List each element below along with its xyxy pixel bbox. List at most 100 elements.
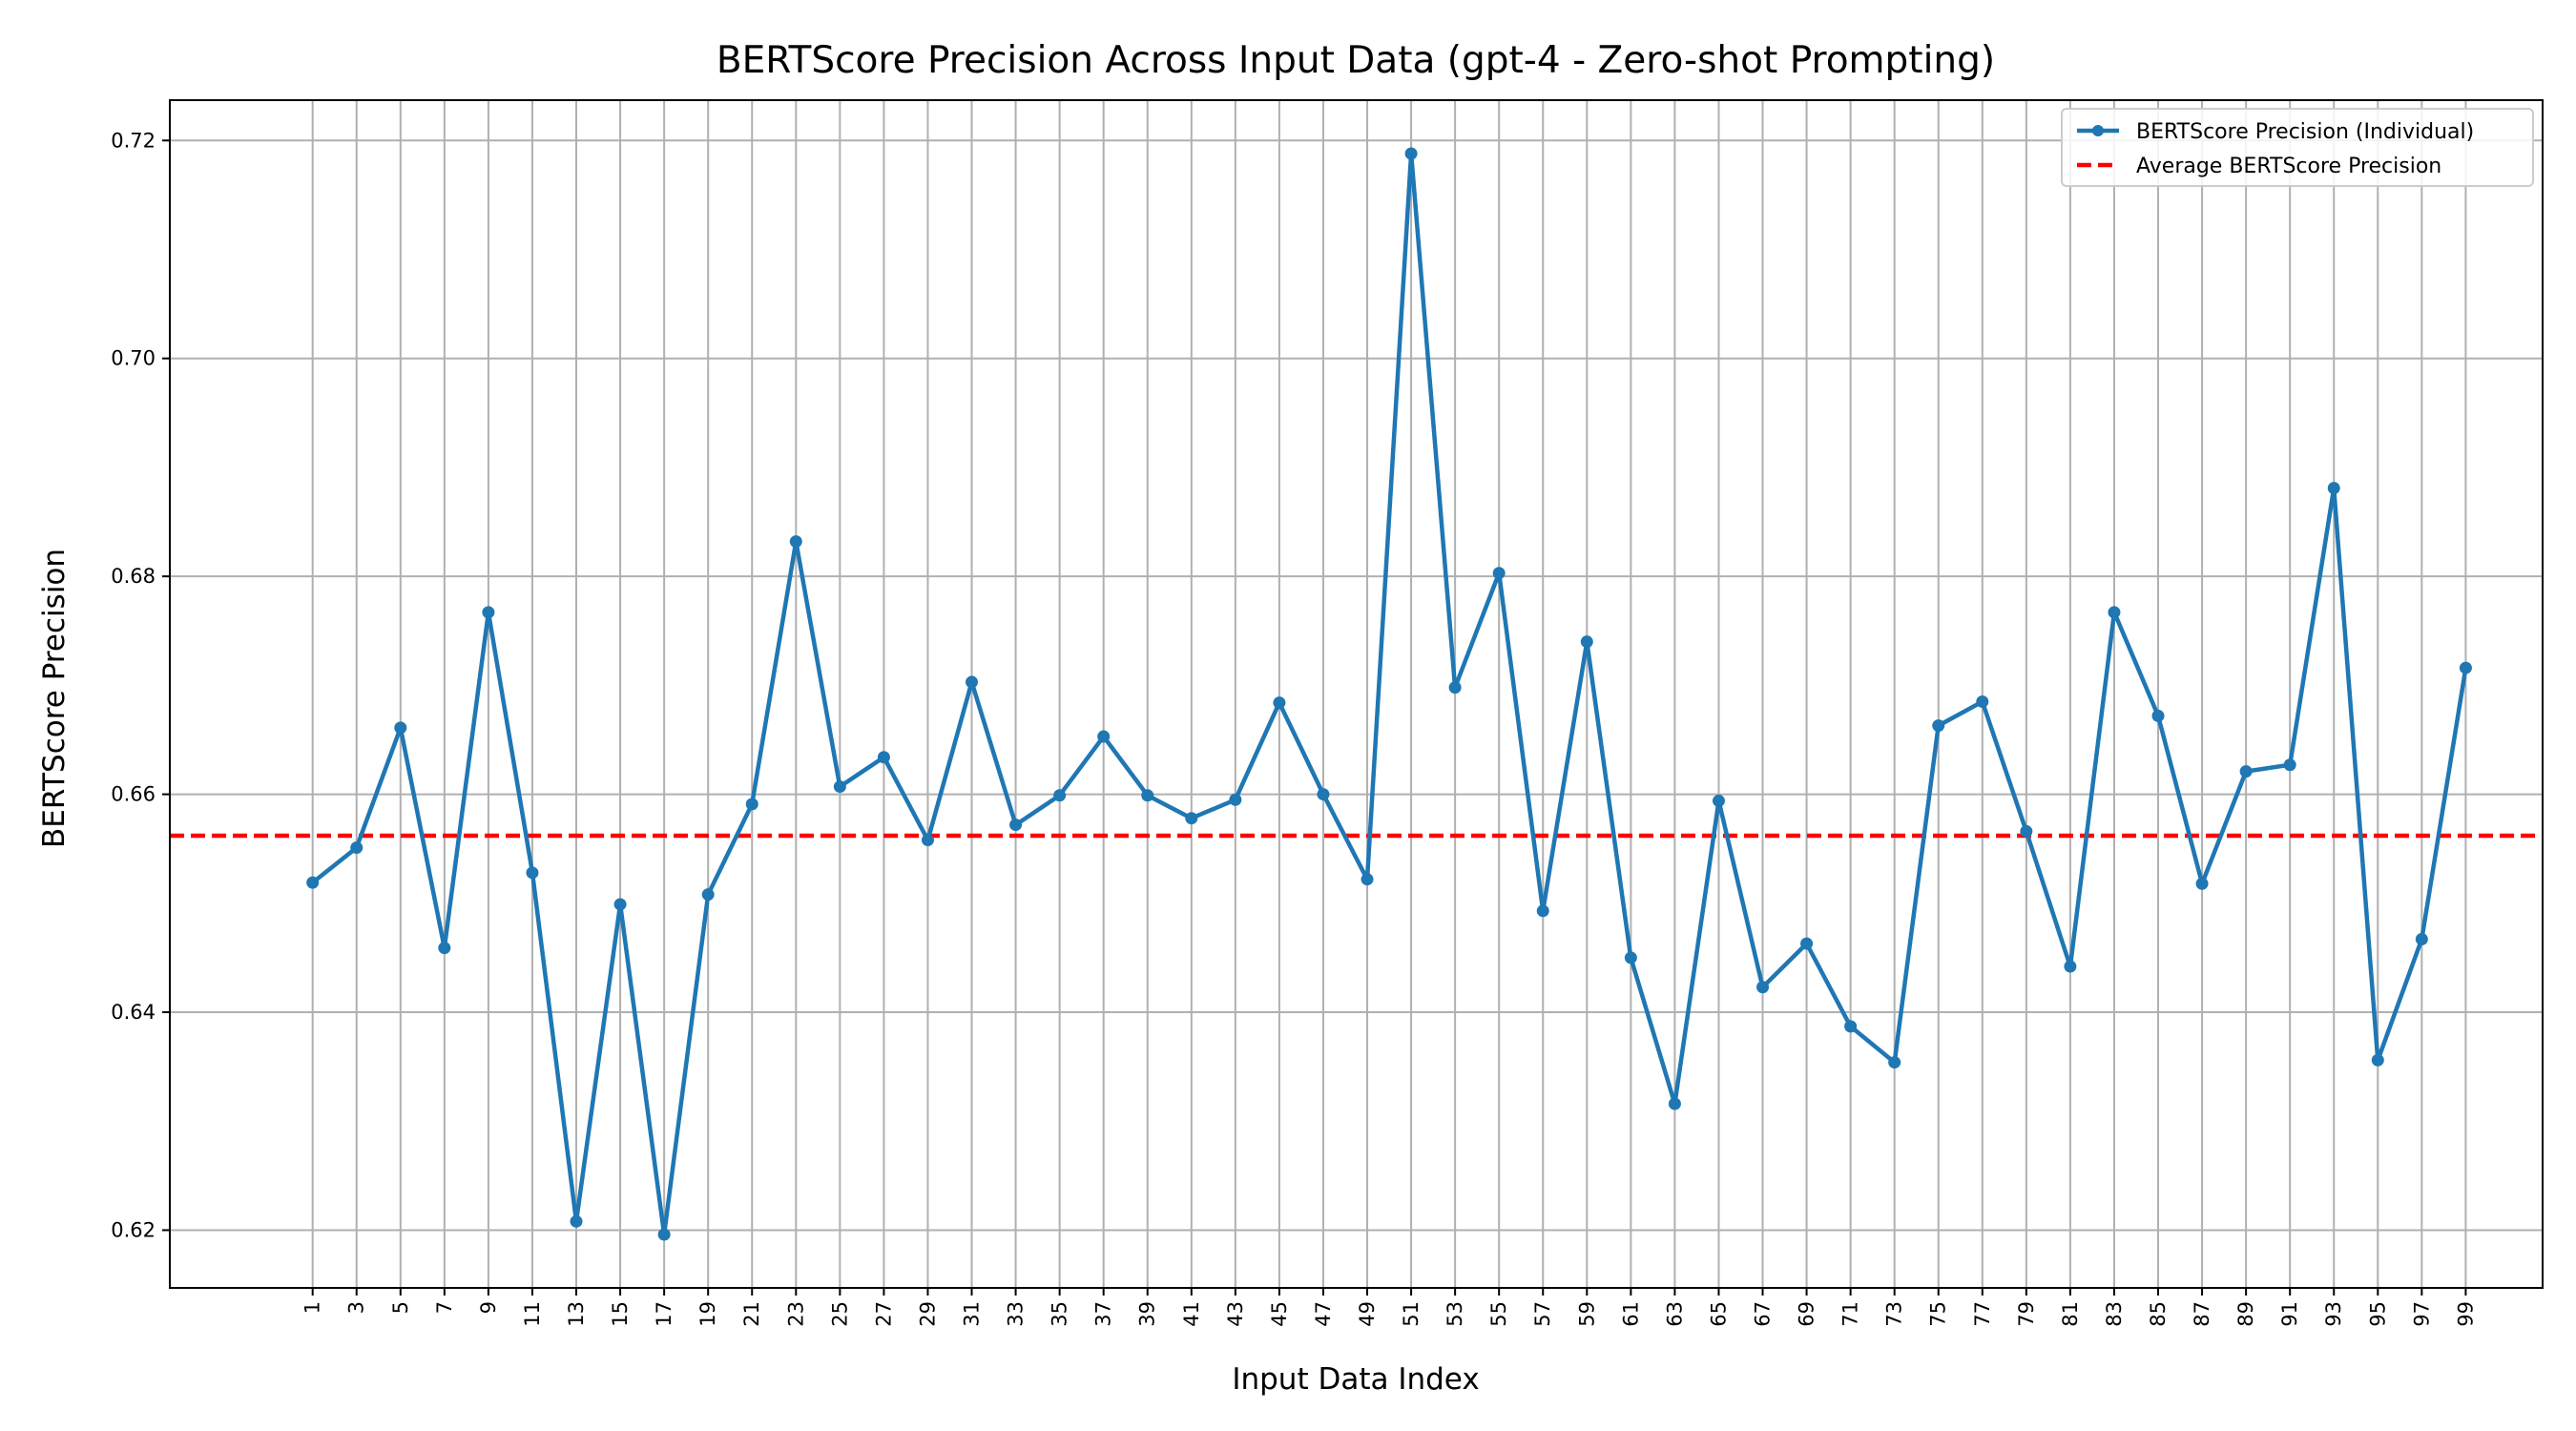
x-tick-label: 85 <box>2147 1301 2170 1327</box>
data-point <box>2459 661 2472 674</box>
data-point <box>1229 793 1242 806</box>
x-tick-label: 21 <box>740 1301 763 1327</box>
x-tick-label: 7 <box>433 1301 456 1314</box>
x-tick-label: 71 <box>1839 1301 1862 1327</box>
data-point <box>701 888 715 902</box>
data-point <box>789 535 802 549</box>
x-tick-label: 53 <box>1444 1301 1466 1327</box>
x-tick-label: 23 <box>784 1301 807 1327</box>
x-tick-label: 63 <box>1663 1301 1686 1327</box>
data-point <box>2020 824 2033 838</box>
x-tick-label: 97 <box>2410 1301 2433 1327</box>
x-axis-ticks: 1 3 5 7 9 11 13 15 17 19 21 23 25 27 29 31 33 35 37 39 41 43 4… <box>301 1288 2477 1327</box>
data-point <box>1404 147 1418 160</box>
y-tick-label: 0.64 <box>111 1001 156 1024</box>
data-point <box>1712 794 1725 807</box>
y-axis-label: BERTScore Precision <box>37 549 72 848</box>
x-tick-label: 79 <box>2015 1301 2038 1327</box>
legend-label-average: Average BERTScore Precision <box>2136 155 2441 178</box>
legend-label-individual: BERTScore Precision (Individual) <box>2136 120 2474 144</box>
x-tick-label: 37 <box>1092 1301 1115 1327</box>
x-tick-label: 25 <box>828 1301 851 1327</box>
data-point <box>1185 812 1198 825</box>
data-point <box>1053 789 1067 802</box>
y-tick-label: 0.72 <box>111 129 156 152</box>
data-point <box>1668 1097 1681 1110</box>
data-point <box>1580 635 1593 649</box>
x-tick-label: 13 <box>565 1301 588 1327</box>
x-tick-label: 5 <box>389 1301 412 1314</box>
data-point <box>833 780 846 794</box>
x-tick-label: 69 <box>1796 1301 1818 1327</box>
x-tick-label: 11 <box>521 1301 544 1327</box>
x-tick-label: 87 <box>2191 1301 2213 1327</box>
data-point <box>1844 1020 1858 1033</box>
data-point <box>438 942 451 955</box>
x-tick-label: 17 <box>653 1301 675 1327</box>
data-point <box>1624 951 1637 964</box>
data-point <box>394 721 407 735</box>
x-tick-label: 15 <box>609 1301 632 1327</box>
data-point <box>1800 937 1814 950</box>
x-tick-label: 55 <box>1487 1301 1510 1327</box>
grid-lines <box>170 100 2543 1288</box>
data-point <box>350 841 364 855</box>
data-point <box>1536 904 1549 918</box>
data-point <box>657 1228 671 1241</box>
data-point <box>306 876 320 889</box>
x-tick-label: 95 <box>2366 1301 2389 1327</box>
data-point <box>2064 960 2077 973</box>
series-layer <box>306 147 2472 1241</box>
x-axis-label: Input Data Index <box>1232 1362 1479 1397</box>
data-point <box>2283 758 2296 772</box>
x-tick-label: 49 <box>1356 1301 1379 1327</box>
x-tick-label: 73 <box>1883 1301 1906 1327</box>
data-point <box>921 834 934 847</box>
data-point <box>2195 877 2209 890</box>
data-point <box>570 1214 583 1228</box>
x-tick-label: 47 <box>1312 1301 1335 1327</box>
x-tick-label: 91 <box>2278 1301 2301 1327</box>
data-point <box>877 751 890 764</box>
legend-box <box>2061 108 2534 187</box>
x-tick-label: 65 <box>1707 1301 1730 1327</box>
y-tick-label: 0.66 <box>111 783 156 806</box>
data-point <box>2239 765 2253 778</box>
x-tick-label: 89 <box>2234 1301 2257 1327</box>
x-tick-label: 41 <box>1180 1301 1203 1327</box>
data-point <box>1141 789 1154 802</box>
x-tick-label: 67 <box>1752 1301 1775 1327</box>
y-axis-ticks: 0.62 0.64 0.66 0.68 0.70 0.72 <box>111 129 170 1241</box>
series-line-individual <box>311 151 2468 1237</box>
x-tick-label: 81 <box>2059 1301 2082 1327</box>
y-tick-label: 0.70 <box>111 347 156 370</box>
data-point <box>1976 695 1989 708</box>
x-tick-label: 19 <box>696 1301 719 1327</box>
chart-title: BERTScore Precision Across Input Data (g… <box>717 39 1995 82</box>
data-point <box>2108 606 2121 619</box>
x-tick-label: 59 <box>1575 1301 1598 1327</box>
data-point <box>1492 567 1506 580</box>
data-point <box>1009 819 1023 832</box>
data-point <box>745 798 758 811</box>
x-tick-label: 51 <box>1400 1301 1423 1327</box>
legend-marker-individual <box>2092 125 2104 136</box>
x-tick-label: 57 <box>1531 1301 1554 1327</box>
data-point <box>1361 873 1374 886</box>
y-tick-label: 0.68 <box>111 565 156 588</box>
x-tick-label: 61 <box>1619 1301 1642 1327</box>
x-tick-label: 45 <box>1268 1301 1291 1327</box>
data-point <box>526 866 539 880</box>
x-tick-label: 83 <box>2103 1301 2126 1327</box>
data-point <box>966 675 979 689</box>
x-tick-label: 29 <box>916 1301 939 1327</box>
data-point <box>1932 719 1945 733</box>
data-point <box>1273 696 1286 710</box>
x-tick-label: 93 <box>2322 1301 2345 1327</box>
x-tick-label: 35 <box>1049 1301 1071 1327</box>
y-tick-label: 0.62 <box>111 1218 156 1241</box>
x-tick-label: 9 <box>477 1301 500 1314</box>
data-point <box>2327 482 2340 495</box>
x-tick-label: 33 <box>1005 1301 1028 1327</box>
